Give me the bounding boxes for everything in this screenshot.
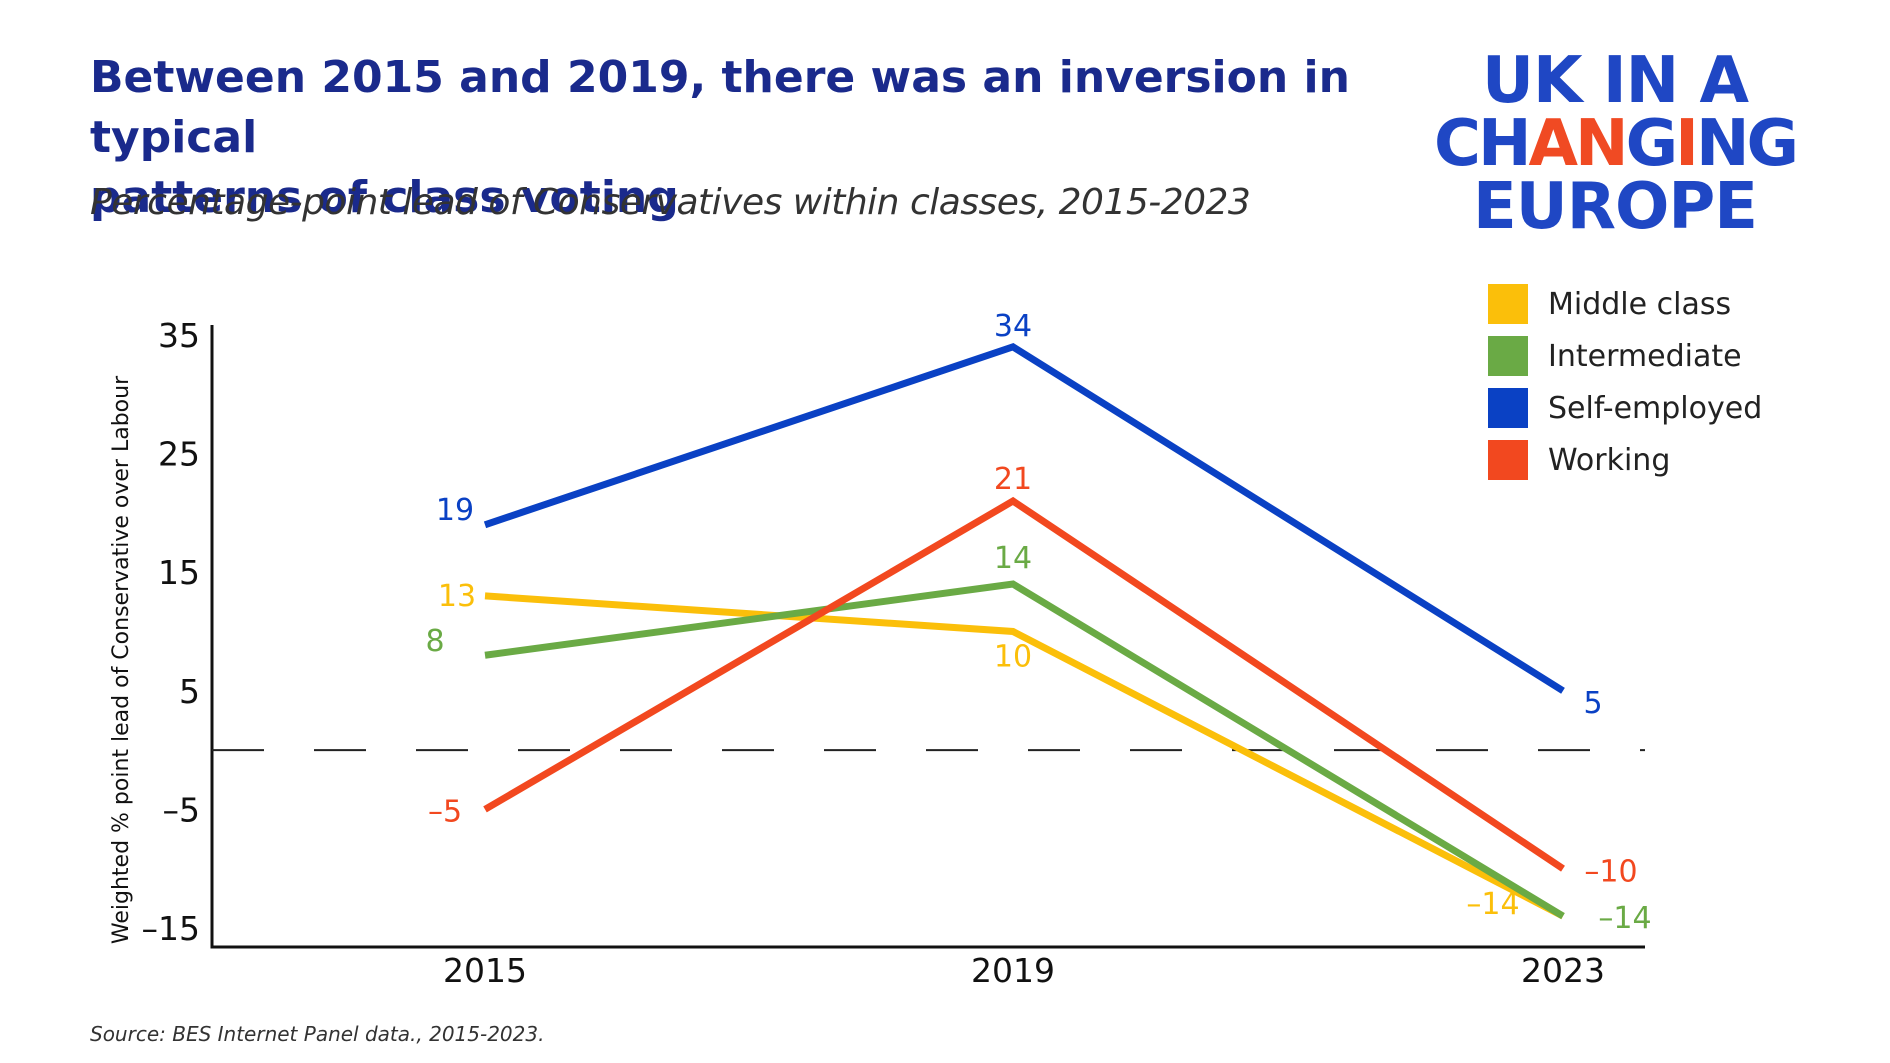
logo-line-2: CHANGING <box>1405 112 1825 176</box>
data-label-working: –10 <box>1584 855 1637 890</box>
data-label-middle-class: 13 <box>438 579 476 614</box>
y-axis-label: Weighted % point lead of Conservative ov… <box>109 375 134 944</box>
legend-label-intermediate: Intermediate <box>1548 338 1742 374</box>
chart-axes: 35 25 15 5 –5 –15 2015 2019 2023 Weighted % point… <box>109 316 1645 990</box>
legend-item-self-employed: Self-employed <box>1488 382 1762 434</box>
y-tick-label: 5 <box>179 672 200 711</box>
chart-marks: 13 10 –14 8 14 –14 19 34 5 –5 21 –10 <box>425 309 1651 936</box>
logo-line-2-accent-i: I <box>1675 107 1699 181</box>
y-tick-label: 15 <box>158 553 200 592</box>
chart-legend: Middle class Intermediate Self-employed … <box>1488 278 1762 486</box>
legend-item-intermediate: Intermediate <box>1488 330 1762 382</box>
x-tick-label: 2023 <box>1521 951 1605 990</box>
y-tick-label: –5 <box>163 790 201 829</box>
data-label-middle-class: 10 <box>994 640 1032 675</box>
logo-line-2-part-a: CH <box>1433 107 1532 181</box>
data-label-middle-class: –14 <box>1466 887 1519 922</box>
y-tick-label: 25 <box>158 435 200 474</box>
legend-label-self-employed: Self-employed <box>1548 390 1763 426</box>
uk-in-a-changing-europe-logo: UK IN A CHANGING EUROPE <box>1405 44 1825 244</box>
logo-line-2-part-g: G <box>1625 107 1679 181</box>
logo-line-1: UK IN A <box>1481 44 1749 118</box>
data-label-intermediate: 14 <box>994 541 1032 576</box>
chart-title-line-1: Between 2015 and 2019, there was an inve… <box>90 52 1350 163</box>
x-tick-label: 2019 <box>971 951 1055 990</box>
data-label-working: –5 <box>428 794 462 829</box>
data-label-self-employed: 34 <box>994 309 1032 344</box>
y-tick-label: 35 <box>158 316 200 355</box>
chart-title-line-2: patterns of class voting <box>90 172 679 223</box>
chart-title: Between 2015 and 2019, there was an inve… <box>90 48 1350 228</box>
y-tick-label: –15 <box>142 909 201 948</box>
data-label-intermediate: 8 <box>425 624 444 659</box>
series-line-intermediate <box>484 580 1565 920</box>
legend-swatch-self-employed <box>1488 388 1528 428</box>
legend-swatch-intermediate <box>1488 336 1528 376</box>
x-tick-label: 2015 <box>443 951 527 990</box>
logo-line-2-accent-n: N <box>1575 107 1629 181</box>
series-line-working <box>483 496 1565 872</box>
legend-item-middle-class: Middle class <box>1488 278 1762 330</box>
series-line-self-employed <box>483 343 1565 694</box>
data-label-self-employed: 5 <box>1583 686 1602 721</box>
data-label-working: 21 <box>994 462 1032 497</box>
legend-label-working: Working <box>1548 442 1671 478</box>
legend-label-middle-class: Middle class <box>1548 286 1732 322</box>
legend-swatch-middle-class <box>1488 284 1528 324</box>
source-note: Source: BES Internet Panel data., 2015-2… <box>90 1022 545 1046</box>
data-label-self-employed: 19 <box>436 493 474 528</box>
chart-subtitle: Percentage-point lead of Conservatives w… <box>90 182 1251 223</box>
logo-line-2-part-ng: NG <box>1695 107 1799 181</box>
legend-item-working: Working <box>1488 434 1762 486</box>
data-label-intermediate: –14 <box>1598 901 1651 936</box>
logo-line-3: EUROPE <box>1473 170 1758 244</box>
logo-line-2-accent-a: A <box>1528 107 1579 181</box>
legend-swatch-working <box>1488 440 1528 480</box>
series-line-middle-class <box>484 592 1565 920</box>
